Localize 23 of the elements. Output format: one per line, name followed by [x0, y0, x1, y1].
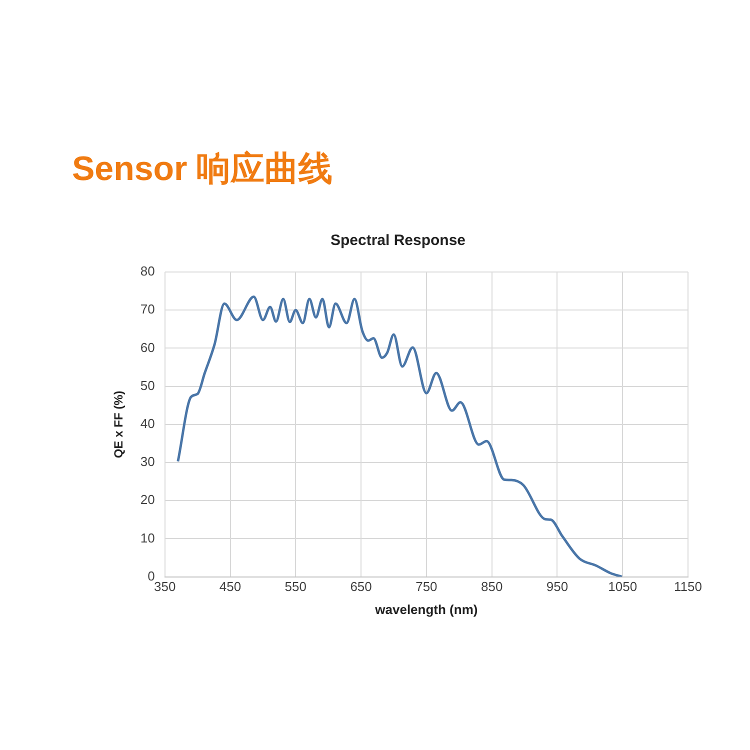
line-series [176, 296, 624, 577]
x-tick-label: 750 [416, 579, 438, 594]
x-axis-title: wavelength (nm) [374, 602, 478, 617]
chart-subtitle: Spectral Response [330, 232, 466, 250]
y-tick-label: 40 [140, 416, 155, 431]
x-tick-label: 550 [284, 579, 306, 594]
y-tick-label: 30 [140, 454, 155, 470]
x-tick-label: 1150 [674, 579, 702, 594]
y-axis-title: QE x FF (%) [112, 390, 126, 458]
y-tick-label: 10 [140, 530, 155, 546]
y-tick-label: 70 [140, 302, 155, 317]
chart-title: Sensor 响应曲线 [72, 149, 333, 190]
y-tick-label: 50 [140, 378, 155, 393]
y-tick-label: 0 [148, 568, 155, 584]
x-tick-label: 350 [154, 579, 176, 594]
x-tick-label: 850 [480, 579, 503, 594]
x-tick-label: 650 [350, 579, 372, 594]
x-tick-label: 1050 [608, 579, 638, 594]
y-tick-label: 20 [140, 492, 155, 508]
y-tick-label: 80 [140, 264, 155, 279]
x-tick-label: 950 [546, 579, 568, 594]
y-tick-label: 60 [140, 340, 155, 355]
x-tick-label: 450 [219, 579, 242, 594]
